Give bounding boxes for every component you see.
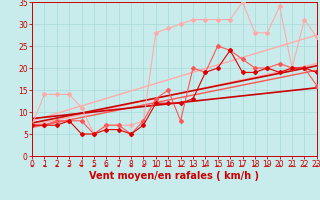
X-axis label: Vent moyen/en rafales ( km/h ): Vent moyen/en rafales ( km/h ) <box>89 171 260 181</box>
